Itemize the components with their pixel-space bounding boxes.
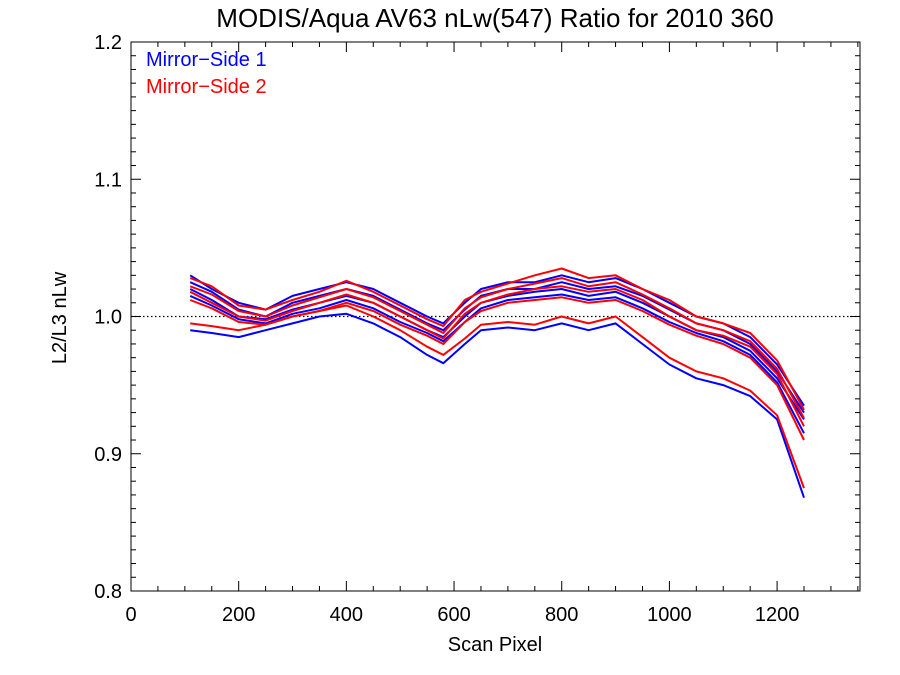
series-line-10 (190, 304, 805, 489)
legend: Mirror−Side 1 Mirror−Side 2 (146, 49, 267, 98)
y-axis-label: L2/L3 nLw (49, 271, 71, 364)
series-line-5 (190, 312, 805, 499)
series-line-4 (189, 293, 805, 434)
plot-area (131, 267, 860, 499)
y-tick-label: 1.2 (94, 32, 122, 54)
y-tick-label: 0.8 (94, 581, 122, 603)
axis-ticks: 0 200 400 600 800 1000 1200 0.8 0.9 1.0 1.1 1.2 (94, 32, 860, 626)
legend-item-mirror-side-2: Mirror−Side 2 (146, 76, 267, 98)
legend-item-mirror-side-1: Mirror−Side 1 (146, 49, 267, 71)
x-tick-label: 400 (330, 604, 363, 626)
y-tick-label: 1.0 (94, 307, 122, 329)
y-tick-label: 1.1 (94, 169, 122, 191)
x-tick-label: 1000 (647, 604, 692, 626)
y-tick-label: 0.9 (94, 444, 122, 466)
x-tick-label: 200 (222, 604, 255, 626)
x-tick-label: 600 (437, 604, 470, 626)
x-tick-label: 0 (125, 604, 136, 626)
x-tick-label: 800 (545, 604, 578, 626)
series-line-8 (189, 285, 805, 427)
x-tick-label: 1200 (755, 604, 800, 626)
series-line-6 (189, 267, 805, 411)
chart-title: MODIS/Aqua AV63 nLw(547) Ratio for 2010 … (216, 3, 773, 33)
x-axis-label: Scan Pixel (448, 634, 543, 656)
series-line-7 (189, 277, 805, 419)
